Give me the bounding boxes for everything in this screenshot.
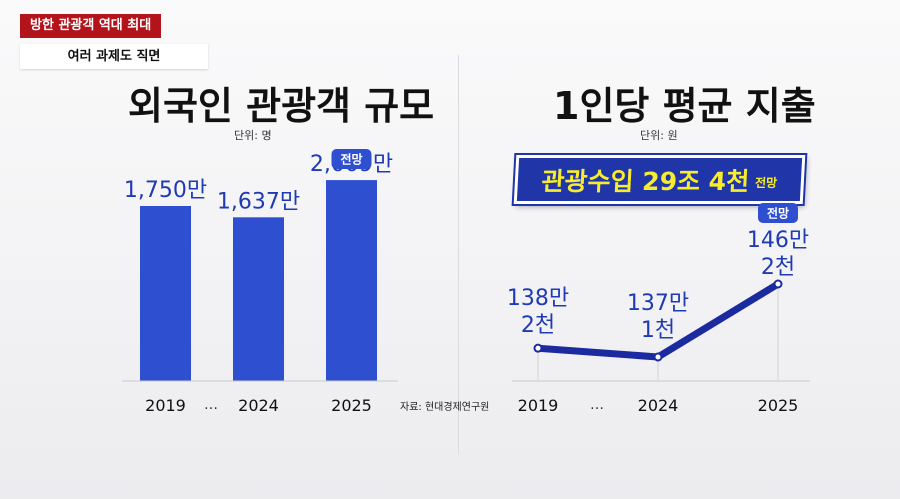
x-tick-label: 2024 [638,396,679,415]
subheadline-tag: 여러 과제도 직면 [20,44,208,69]
breaking-tag: 방한 관광객 역대 최대 [20,14,162,38]
line-forecast-badge-bg [758,203,798,223]
bar-forecast-badge-text: 전망 [340,152,362,167]
panel-divider [458,55,459,455]
line-point [773,279,783,289]
line-value-label: 2천 [521,313,555,338]
bar-2025 [326,180,377,381]
x-tick-label: 2025 [331,396,372,415]
line-value-label: 146만 [747,228,809,253]
line-value-label: 137만 [627,291,689,316]
bar-2024 [233,217,284,381]
line-chart-title: 1인당 평균 지출 [553,84,816,128]
bar-chart-title: 외국인 관광객 규모 [128,84,435,128]
line-value-label: 1천 [641,318,675,343]
source-note: 자료: 현대경제연구원 [400,402,490,413]
bar-2019 [140,206,191,381]
bar-chart-unit: 단위: 명 [234,129,272,142]
line-point [533,343,543,353]
bar-value-label: 1,637만 [217,189,300,214]
x-ellipsis: … [590,397,604,413]
x-ellipsis: … [204,397,218,413]
bar-forecast-badge-bg [331,149,372,169]
line-chart-unit: 단위: 원 [640,129,678,142]
line-point [653,352,663,362]
x-tick-label: 2019 [518,396,559,415]
x-tick-label: 2025 [758,396,799,415]
x-tick-label: 2024 [238,396,279,415]
line-value-label: 2천 [761,255,795,280]
bar-value-label: 1,750만 [124,178,207,203]
x-tick-label: 2019 [145,396,186,415]
line-forecast-badge-text: 전망 [767,206,789,221]
line-value-label: 138만 [507,286,569,311]
